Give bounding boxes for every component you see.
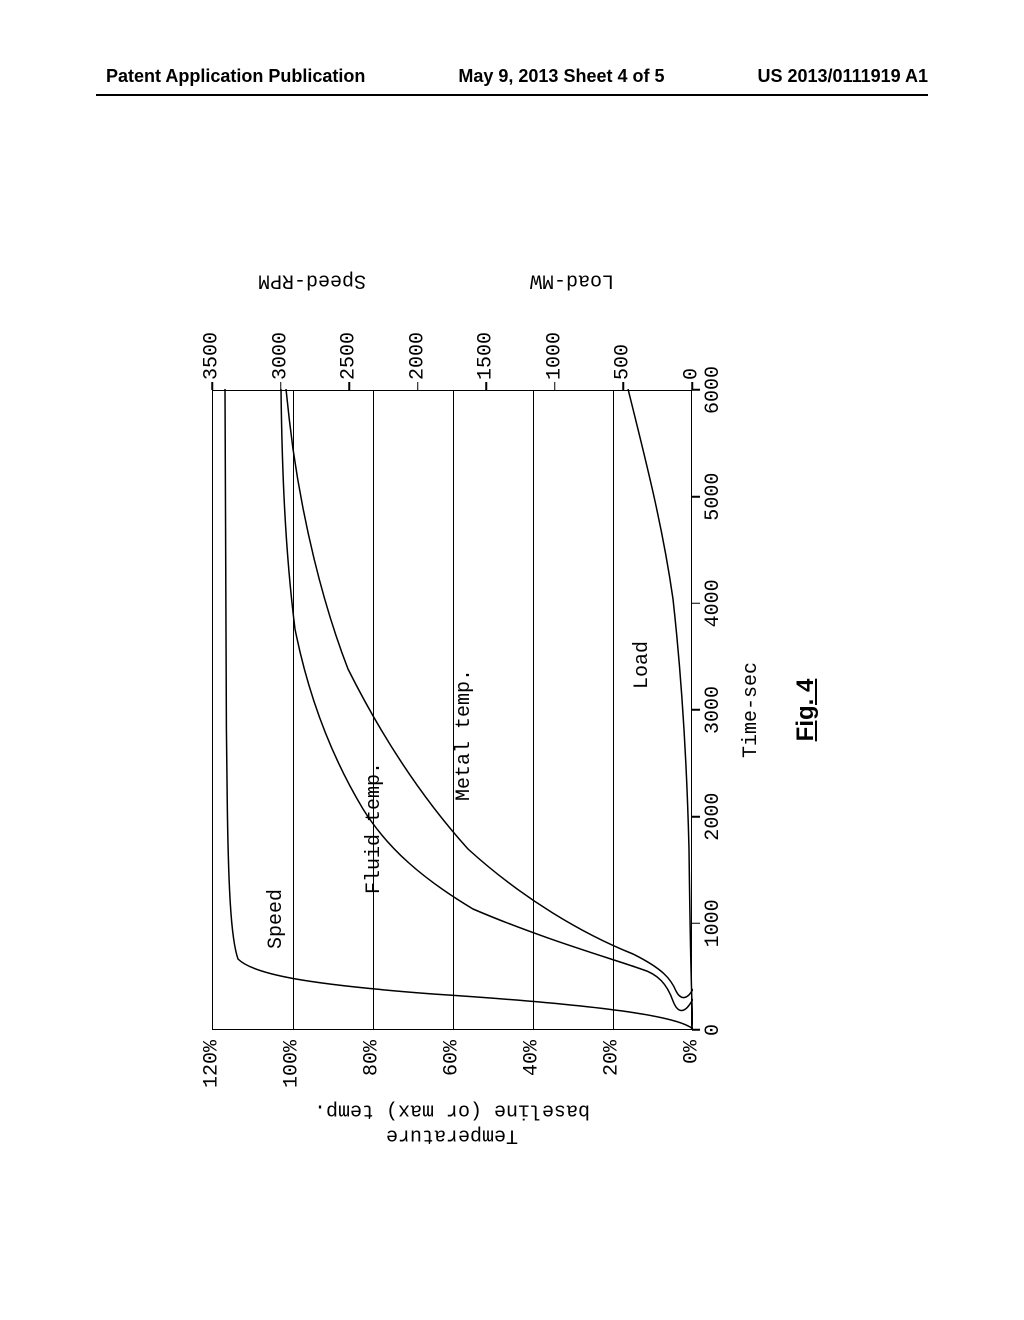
x-tick-label: 2000 (702, 782, 725, 852)
series-metal-temp (286, 389, 693, 998)
header-center: May 9, 2013 Sheet 4 of 5 (458, 66, 664, 87)
y-left-axis-title: Temperature (386, 1124, 518, 1147)
y-left-tick-label: 20% (601, 1040, 624, 1100)
annot-metal-temp: Metal temp. (453, 669, 476, 801)
y-right-tick-mark (486, 382, 488, 390)
page-header: Patent Application Publication May 9, 20… (0, 66, 1024, 87)
x-tick-label: 3000 (702, 675, 725, 745)
y-left-tick-label: 40% (521, 1040, 544, 1100)
x-tick-mark (692, 1029, 700, 1031)
gridline (373, 391, 374, 1029)
annot-speed: Speed (265, 889, 288, 949)
x-tick-label: 1000 (702, 888, 725, 958)
chart-rotated-container: Temperature baseline (or max) temp. Spee… (132, 170, 892, 1150)
annot-fluid-temp: Fluid temp. (363, 762, 386, 894)
x-tick-label: 4000 (702, 568, 725, 638)
y-right-tick-mark (623, 382, 625, 390)
y-right-tick-mark (211, 382, 213, 390)
series-load (628, 389, 693, 1029)
x-axis-title: Time-sec (740, 662, 763, 758)
y-right-tick-mark (417, 382, 419, 390)
gridline (613, 391, 614, 1029)
y-right-tick-label: 3500 (201, 300, 224, 380)
x-tick-label: 6000 (702, 355, 725, 425)
x-tick-mark (692, 496, 700, 498)
plot-area: Speed Fluid temp. Metal temp. Load (212, 390, 692, 1030)
annot-load: Load (631, 641, 654, 689)
header-rule (96, 94, 928, 96)
gridline (453, 391, 454, 1029)
y-left-tick-label: 0% (681, 1040, 704, 1100)
y-right-axis-title-speed: Speed-RPM (258, 269, 366, 292)
x-tick-label: 0 (702, 995, 725, 1065)
x-tick-mark (692, 709, 700, 711)
figure-caption: Fig. 4 (792, 679, 820, 742)
x-tick-mark (692, 603, 700, 605)
y-right-tick-label: 2000 (406, 300, 429, 380)
y-right-axis-title-load: Load-MW (530, 269, 614, 292)
y-right-tick-mark (554, 382, 556, 390)
series-fluid-temp (281, 389, 693, 1011)
y-left-tick-label: 120% (201, 1040, 224, 1100)
y-right-tick-label: 1000 (543, 300, 566, 380)
chart: Temperature baseline (or max) temp. Spee… (132, 170, 892, 1150)
y-right-tick-label: 3000 (269, 300, 292, 380)
header-left: Patent Application Publication (106, 66, 365, 87)
y-right-tick-mark (348, 382, 350, 390)
header-right: US 2013/0111919 A1 (758, 66, 928, 87)
y-right-tick-mark (280, 382, 282, 390)
x-tick-label: 5000 (702, 462, 725, 532)
gridline (533, 391, 534, 1029)
y-right-tick-label: 1500 (475, 300, 498, 380)
y-right-tick-label: 500 (612, 300, 635, 380)
y-left-tick-label: 80% (361, 1040, 384, 1100)
y-left-tick-label: 60% (441, 1040, 464, 1100)
x-tick-mark (692, 923, 700, 925)
y-left-axis-subtitle: baseline (or max) temp. (314, 1099, 590, 1122)
y-left-tick-label: 100% (281, 1040, 304, 1100)
x-tick-mark (692, 389, 700, 391)
x-tick-mark (692, 816, 700, 818)
gridline (293, 391, 294, 1029)
y-right-tick-label: 2500 (338, 300, 361, 380)
y-right-tick-label: 0 (681, 300, 704, 380)
